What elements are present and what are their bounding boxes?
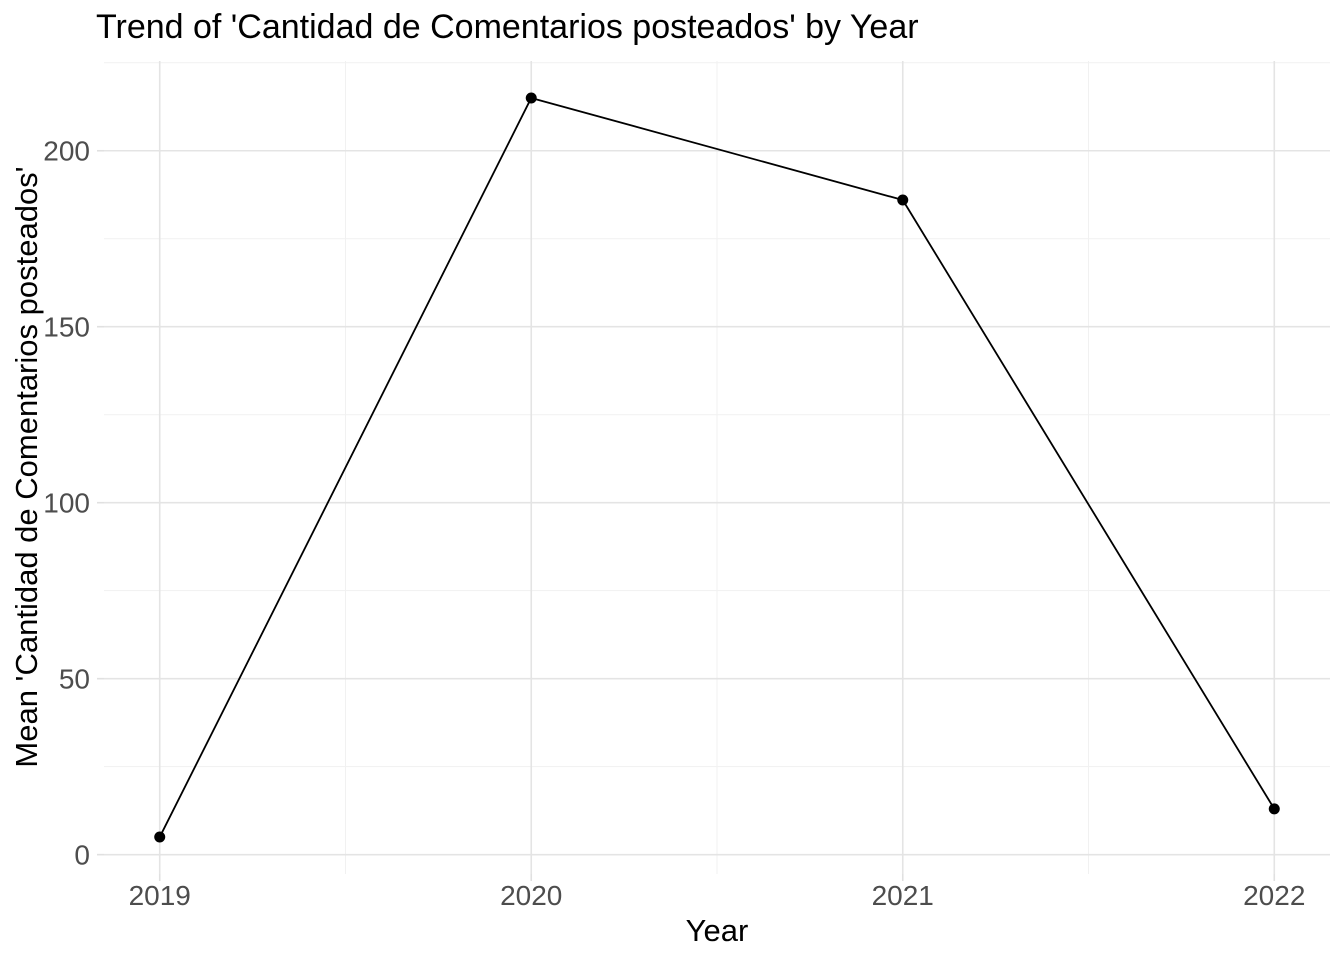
y-tick-label: 200 [43,136,90,167]
x-tick-label: 2021 [872,880,934,911]
gridlines-major [104,61,1330,874]
gridlines-minor [104,61,1330,874]
data-point [525,92,537,104]
chart-title: Trend of 'Cantidad de Comentarios postea… [96,8,919,46]
x-tick-label: 2020 [500,880,562,911]
data-point [897,194,909,206]
axis-ticks [97,149,1276,881]
axis-tick-labels: 0 50 100 150 200 2019 2020 2021 2022 [43,136,1305,911]
x-tick-label: 2019 [129,880,191,911]
y-tick-label: 150 [43,312,90,343]
data-point [1268,803,1280,815]
y-tick-label: 100 [43,488,90,519]
y-tick-label: 50 [59,664,90,695]
x-axis-title: Year [685,913,749,948]
x-tick-label: 2022 [1243,880,1305,911]
y-axis-title: Mean 'Cantidad de Comentarios posteados' [9,166,44,768]
data-series [154,92,1280,843]
data-point [154,831,166,843]
y-tick-label: 0 [74,840,90,871]
trend-line [158,97,1276,838]
